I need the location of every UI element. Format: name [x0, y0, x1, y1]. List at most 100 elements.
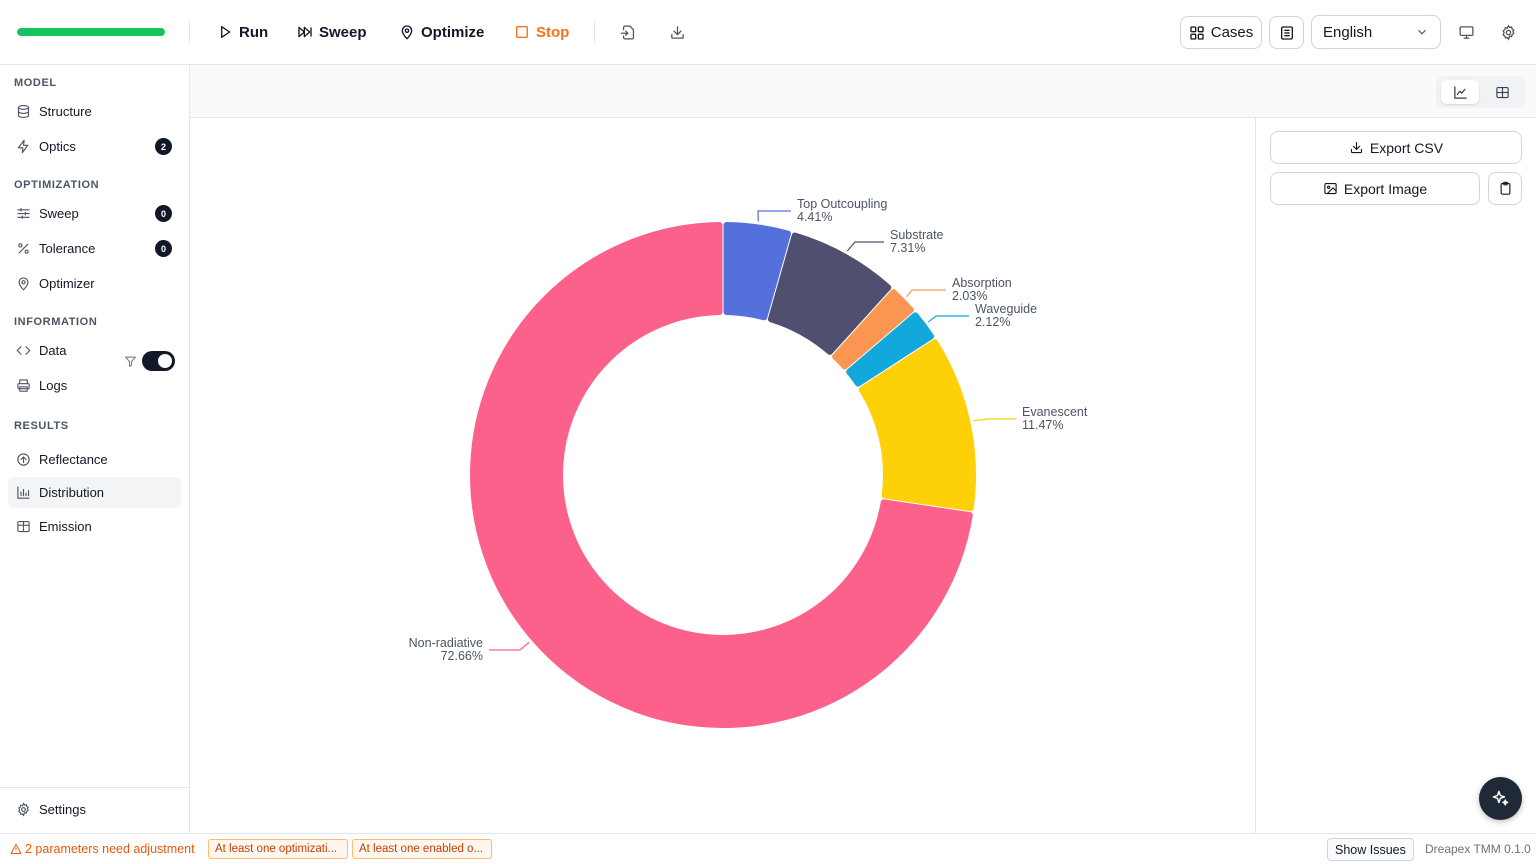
list-document-icon	[1280, 25, 1293, 40]
sidebar-item-label: Optimizer	[39, 276, 95, 291]
slice-value-label: 4.41%	[797, 210, 832, 224]
export-panel: Export CSV Export Image	[1255, 118, 1536, 833]
toolbar-divider	[189, 22, 190, 42]
file-import-icon	[620, 24, 634, 40]
sidebar-item-label: Sweep	[39, 206, 79, 221]
slice-value-label: 2.12%	[975, 315, 1010, 329]
gear-icon	[1501, 23, 1515, 41]
sidebar-item-settings[interactable]: Settings	[8, 794, 181, 825]
distribution-chart-area: Top Outcoupling 4.41% Substrate 7.31% Absorp…	[190, 118, 1255, 833]
bar-chart-icon	[17, 486, 30, 499]
download-button[interactable]	[665, 20, 689, 44]
view-mode-toggle	[1436, 76, 1526, 108]
table-icon	[17, 520, 30, 533]
percent-icon	[18, 243, 29, 254]
slice-absorption[interactable]	[832, 289, 914, 370]
sidebar-item-emission[interactable]: Emission	[8, 511, 181, 542]
slice-name-label: Absorption	[952, 276, 1012, 290]
warning-triangle-icon	[10, 844, 22, 854]
download-icon	[1350, 141, 1362, 154]
printer-icon	[17, 379, 30, 392]
sidebar-item-reflectance[interactable]: Reflectance	[8, 444, 181, 475]
sliders-icon	[17, 207, 30, 220]
sidebar-divider	[0, 787, 189, 788]
sidebar-item-optimizer[interactable]: Optimizer	[8, 268, 181, 299]
sidebar-item-logs[interactable]: Logs	[8, 370, 181, 401]
show-issues-button[interactable]: Show Issues	[1327, 838, 1414, 861]
issue-chip[interactable]: At least one enabled o...	[352, 839, 492, 859]
section-heading-optimization: OPTIMIZATION	[14, 179, 100, 191]
slice-name-label: Non-radiative	[409, 636, 483, 650]
sidebar-item-tolerance[interactable]: Tolerance 0	[8, 233, 181, 264]
sidebar: MODEL Structure Optics 2 OPTIMIZATION Sw…	[0, 65, 190, 833]
slice-substrate[interactable]	[767, 232, 892, 355]
stop-button[interactable]: Stop	[514, 18, 569, 46]
warning-message[interactable]: 2 parameters need adjustment	[10, 842, 195, 856]
copy-clipboard-button[interactable]	[1488, 172, 1522, 205]
slice-non-radiative[interactable]	[470, 222, 973, 728]
grid-icon	[1190, 25, 1204, 40]
export-csv-button[interactable]: Export CSV	[1270, 131, 1522, 164]
leader-line	[927, 315, 969, 323]
sidebar-item-structure[interactable]: Structure	[8, 96, 181, 127]
results-toggle[interactable]	[142, 351, 175, 371]
filter-icon[interactable]	[124, 355, 137, 368]
section-heading-model: MODEL	[14, 77, 57, 89]
table-view-button[interactable]	[1483, 80, 1521, 104]
sidebar-item-data[interactable]: Data	[8, 335, 181, 366]
slice-name-label: Waveguide	[975, 302, 1037, 316]
sweep-label: Sweep	[319, 23, 367, 41]
monitor-icon	[1458, 25, 1474, 39]
sweep-button[interactable]: Sweep	[297, 18, 367, 46]
slice-evanescent[interactable]	[858, 339, 976, 512]
language-select[interactable]: English	[1311, 15, 1441, 49]
settings-button[interactable]	[1496, 20, 1520, 44]
export-csv-label: Export CSV	[1369, 139, 1444, 156]
sidebar-item-sweep[interactable]: Sweep 0	[8, 198, 181, 229]
table-icon	[1495, 86, 1509, 98]
gear-icon	[18, 802, 29, 817]
run-button[interactable]: Run	[217, 18, 268, 46]
lightning-icon	[17, 139, 29, 154]
count-badge: 2	[155, 138, 172, 155]
stop-label: Stop	[536, 23, 570, 41]
skip-forward-icon	[298, 26, 312, 38]
display-button[interactable]	[1454, 20, 1478, 44]
ai-assistant-button[interactable]	[1479, 777, 1522, 820]
import-file-button[interactable]	[616, 20, 640, 44]
slice-top-outcoupling[interactable]	[723, 222, 792, 321]
version-label: Dreapex TMM 0.1.0	[1425, 842, 1531, 856]
cases-button[interactable]: Cases	[1180, 16, 1262, 49]
map-pin-icon	[401, 25, 413, 40]
progress-bar	[17, 28, 165, 36]
optimize-button[interactable]: Optimize	[399, 18, 484, 46]
sidebar-item-distribution[interactable]: Distribution	[8, 477, 181, 508]
notes-button[interactable]	[1269, 16, 1304, 49]
sparkles-icon	[1492, 790, 1509, 806]
leader-line	[489, 641, 530, 651]
export-image-button[interactable]: Export Image	[1270, 172, 1480, 205]
leader-line	[846, 241, 884, 252]
slice-value-label: 2.03%	[952, 289, 987, 303]
view-toolbar	[190, 65, 1536, 118]
slice-value-label: 72.66%	[441, 649, 483, 663]
clipboard-icon	[1500, 181, 1510, 195]
top-toolbar: Run Sweep Optimize Stop Cases English	[0, 0, 1536, 65]
cases-label: Cases	[1210, 24, 1254, 41]
leader-line	[906, 289, 946, 298]
chart-view-button[interactable]	[1441, 80, 1479, 104]
sidebar-item-optics[interactable]: Optics 2	[8, 131, 181, 162]
sidebar-item-label: Distribution	[39, 485, 105, 500]
sidebar-item-label: Settings	[39, 802, 86, 817]
export-image-label: Export Image	[1343, 180, 1428, 197]
section-heading-results: RESULTS	[14, 420, 69, 432]
slice-waveguide[interactable]	[846, 312, 935, 387]
code-icon	[16, 346, 31, 355]
image-icon	[1324, 182, 1337, 195]
language-value: English	[1323, 23, 1373, 41]
issue-chip[interactable]: At least one optimizati...	[208, 839, 348, 859]
sidebar-item-label: Emission	[39, 519, 92, 534]
optimize-label: Optimize	[421, 23, 485, 41]
chevron-down-icon	[1418, 29, 1426, 35]
